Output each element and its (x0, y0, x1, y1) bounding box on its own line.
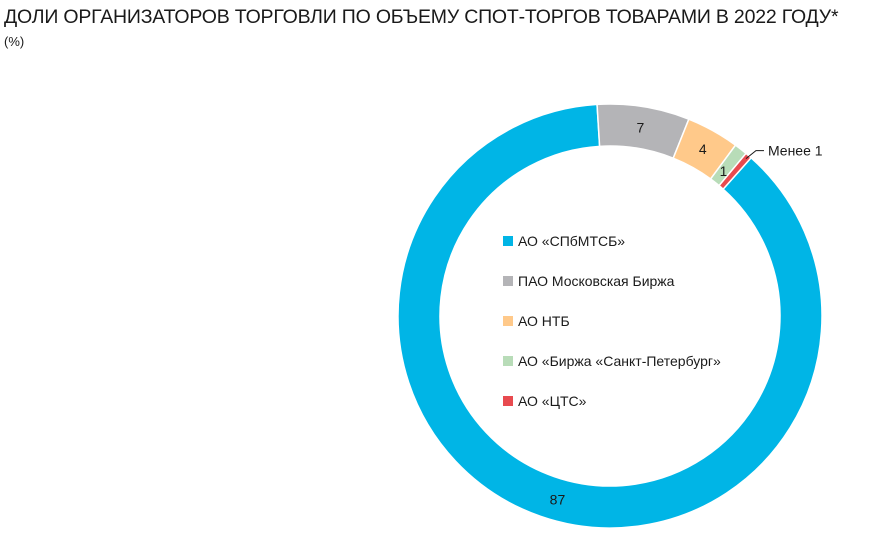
legend-swatch (503, 276, 513, 286)
legend-swatch (503, 356, 513, 366)
legend-label: АО «Биржа «Санкт-Петербург» (518, 353, 721, 369)
legend-label: АО «ЦТС» (518, 393, 587, 409)
legend-label: АО «СПбМТСБ» (518, 233, 626, 249)
data-label-1: 7 (637, 119, 645, 135)
chart-title: ДОЛИ ОРГАНИЗАТОРОВ ТОРГОВЛИ ПО ОБЪЕМУ СП… (4, 6, 839, 28)
legend-item: АО НТБ (503, 311, 721, 331)
data-label-4: Менее 1 (768, 143, 823, 159)
leader-line (745, 150, 764, 159)
legend-label: ПАО Московская Биржа (518, 273, 675, 289)
data-label-2: 4 (699, 141, 707, 157)
legend-swatch (503, 316, 513, 326)
chart-legend: АО «СПбМТСБ» ПАО Московская Биржа АО НТБ АО… (503, 231, 721, 431)
legend-item: ПАО Московская Биржа (503, 271, 721, 291)
legend-label: АО НТБ (518, 313, 570, 329)
legend-swatch (503, 396, 513, 406)
data-label-0: 87 (550, 492, 566, 508)
data-label-3: 1 (720, 163, 728, 179)
legend-swatch (503, 236, 513, 246)
legend-item: АО «СПбМТСБ» (503, 231, 721, 251)
slice-4 (718, 152, 753, 191)
legend-item: АО «ЦТС» (503, 391, 721, 411)
slice-0 (397, 103, 823, 529)
legend-item: АО «Биржа «Санкт-Петербург» (503, 351, 721, 371)
chart-unit: (%) (4, 34, 25, 49)
